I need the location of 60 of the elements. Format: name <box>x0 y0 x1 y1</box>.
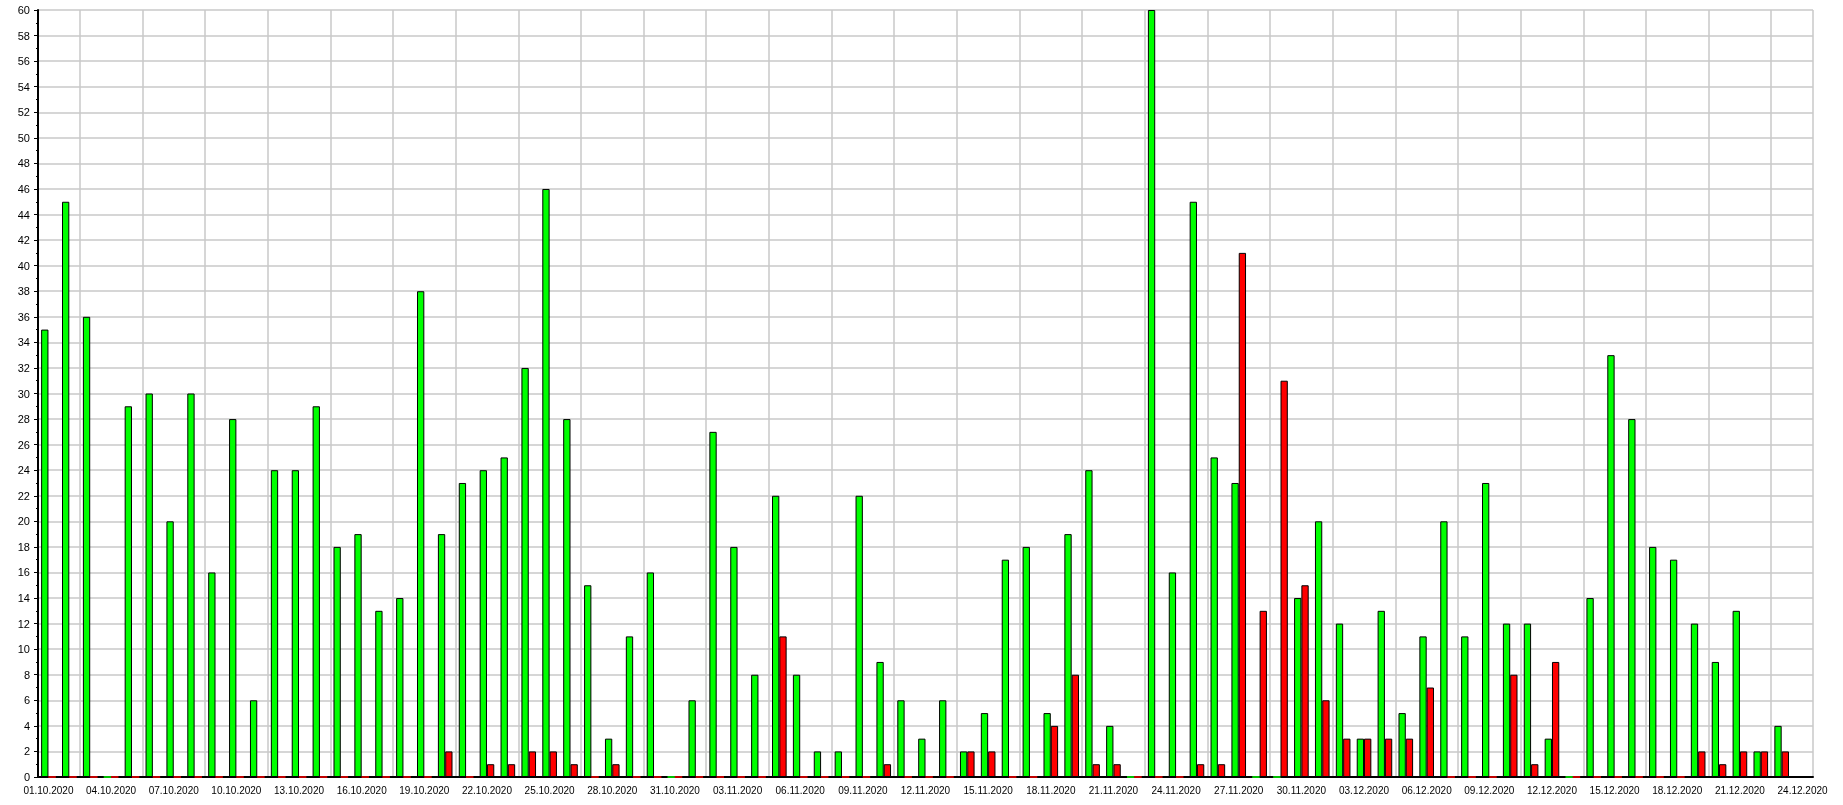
x-tick-label: 03.12.2020 <box>1339 784 1390 796</box>
y-tick-label: 34 <box>17 336 30 349</box>
x-tick-label: 25.10.2020 <box>524 784 576 796</box>
y-tick-label: 42 <box>17 234 30 247</box>
x-tick-label: 06.12.2020 <box>1401 784 1453 796</box>
x-tick-label: 18.12.2020 <box>1652 784 1703 796</box>
x-tick-label: 12.12.2020 <box>1526 784 1578 796</box>
x-tick-label: 09.12.2020 <box>1464 784 1515 796</box>
y-tick-label: 38 <box>17 285 30 298</box>
y-tick-label: 32 <box>17 361 30 374</box>
y-tick-label: 48 <box>17 157 30 170</box>
x-tick-label: 30.11.2020 <box>1276 784 1327 796</box>
x-tick-label: 24.11.2020 <box>1151 784 1202 796</box>
x-tick-label: 21.12.2020 <box>1714 784 1766 796</box>
y-tick-label: 6 <box>23 694 30 707</box>
y-tick-label: 50 <box>17 131 30 144</box>
y-tick-label: 12 <box>17 617 30 630</box>
y-tick-label: 14 <box>17 592 30 605</box>
y-tick-label: 10 <box>17 643 30 656</box>
y-tick-label: 28 <box>17 413 30 426</box>
y-tick-label: 20 <box>17 515 30 528</box>
y-tick-label: 60 <box>17 4 30 16</box>
y-tick-label: 44 <box>17 208 30 221</box>
x-tick-label: 31.10.2020 <box>649 784 701 796</box>
y-tick-label: 56 <box>17 55 30 68</box>
x-tick-label: 19.10.2020 <box>399 784 450 796</box>
y-tick-label: 18 <box>17 540 30 553</box>
y-tick-label: 30 <box>17 387 30 400</box>
x-tick-label: 22.10.2020 <box>461 784 513 796</box>
y-tick-label: 52 <box>17 106 30 119</box>
x-tick-label: 27.11.2020 <box>1214 784 1264 796</box>
x-tick-label: 28.10.2020 <box>587 784 638 796</box>
y-tick-label: 4 <box>23 719 30 732</box>
y-tick-label: 54 <box>17 80 30 93</box>
x-tick-label: 12.11.2020 <box>900 784 951 796</box>
x-tick-label: 18.11.2020 <box>1026 784 1076 796</box>
y-tick-label: 24 <box>17 464 30 477</box>
x-tick-label: 03.11.2020 <box>712 784 763 796</box>
y-tick-label: 16 <box>17 566 30 579</box>
x-tick-label: 15.12.2020 <box>1589 784 1641 796</box>
x-tick-label: 13.10.2020 <box>274 784 325 796</box>
x-tick-label: 24.12.2020 <box>1777 784 1829 796</box>
x-tick-label: 16.10.2020 <box>336 784 388 796</box>
x-tick-label: 21.11.2020 <box>1088 784 1139 796</box>
x-tick-label: 01.10.2020 <box>23 784 74 796</box>
x-tick-label: 06.11.2020 <box>775 784 826 796</box>
y-tick-label: 22 <box>17 489 30 502</box>
x-tick-label: 15.11.2020 <box>963 784 1014 796</box>
y-tick-label: 2 <box>23 745 30 758</box>
y-tick-label: 0 <box>23 771 30 783</box>
y-tick-label: 36 <box>17 310 30 323</box>
x-tick-label: 10.10.2020 <box>211 784 262 796</box>
y-tick-label: 58 <box>17 29 30 42</box>
y-tick-label: 26 <box>17 438 30 451</box>
y-tick-label: 8 <box>23 668 30 681</box>
x-tick-label: 07.10.2020 <box>148 784 200 796</box>
x-tick-label: 09.11.2020 <box>838 784 888 796</box>
y-tick-label: 40 <box>17 259 30 272</box>
x-tick-label: 04.10.2020 <box>86 784 137 796</box>
y-tick-label: 46 <box>17 182 30 195</box>
